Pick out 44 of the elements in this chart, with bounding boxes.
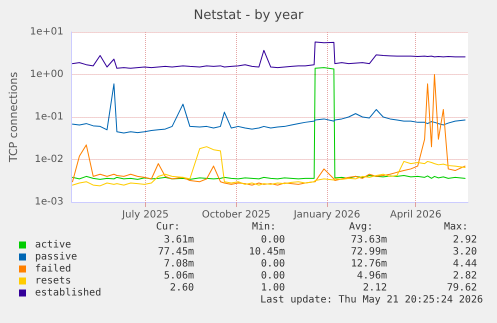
text: 3.61m bbox=[164, 234, 194, 246]
text: 1.00 bbox=[260, 282, 285, 294]
text: Last update: Thu May 21 20:25:24 2026 bbox=[260, 294, 483, 306]
text: Cur: bbox=[156, 222, 180, 232]
text: 7.08m bbox=[164, 258, 194, 270]
text: 73.63m bbox=[350, 234, 387, 246]
text: 77.45m bbox=[158, 246, 194, 258]
chart-title: Netstat - by year bbox=[194, 8, 304, 23]
x-tick-label: July 2025 bbox=[121, 210, 169, 220]
y-tick-label: 1e+00 bbox=[30, 69, 64, 80]
text: Max: bbox=[444, 222, 468, 232]
text: 0.00 bbox=[260, 258, 285, 270]
text: 2.60 bbox=[170, 282, 194, 294]
text: Avg: bbox=[349, 222, 374, 232]
text: 10.45m bbox=[248, 246, 285, 258]
text: 0.00 bbox=[260, 234, 285, 246]
legend-label: established bbox=[35, 288, 102, 298]
text: Min: bbox=[252, 222, 276, 232]
y-tick-label: 1e-02 bbox=[34, 154, 64, 165]
text: 5.06m bbox=[164, 270, 194, 282]
x-tick-label: April 2026 bbox=[390, 210, 442, 220]
x-tick-label: October 2025 bbox=[202, 210, 271, 220]
legend-label: active bbox=[35, 240, 72, 250]
y-tick-label: 1e-03 bbox=[34, 196, 64, 208]
text: 12.76m bbox=[350, 258, 387, 270]
text: 4.96m bbox=[356, 270, 387, 282]
text: 3.20 bbox=[452, 246, 477, 258]
y-tick-label: 1e-01 bbox=[34, 112, 64, 122]
legend-label: resets bbox=[35, 276, 72, 286]
line-series bbox=[72, 83, 466, 134]
line-series bbox=[72, 42, 466, 69]
y-axis-title: TCP connections bbox=[7, 72, 20, 164]
text: 2.92 bbox=[452, 234, 477, 246]
y-tick-label: 1e+01 bbox=[30, 26, 64, 38]
text: 72.99m bbox=[350, 246, 387, 258]
text: 0.00 bbox=[260, 270, 285, 282]
text: 2.82 bbox=[452, 270, 477, 282]
legend-label: passive bbox=[35, 252, 78, 262]
line-series bbox=[72, 146, 466, 186]
text: 79.62 bbox=[446, 282, 477, 294]
text: 2.12 bbox=[362, 282, 387, 294]
legend-label: failed bbox=[35, 264, 72, 274]
text: 4.44 bbox=[452, 258, 477, 270]
x-tick-label: January 2026 bbox=[292, 210, 360, 220]
